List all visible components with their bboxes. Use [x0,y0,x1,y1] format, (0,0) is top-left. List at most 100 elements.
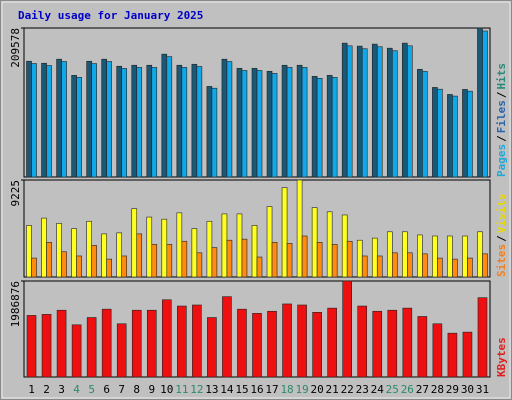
x-tick-label: 27 [416,383,429,396]
x-tick-label: 14 [220,383,234,396]
x-tick-label: 28 [431,383,444,396]
bar [467,90,473,178]
y-tick-label: 1986876 [9,281,22,327]
bar [402,307,413,378]
bar [482,30,488,178]
bar [402,42,408,178]
bar [407,252,413,278]
bar [76,255,82,278]
bar [281,64,288,178]
bar [161,53,168,178]
bar [301,235,308,278]
bar [266,206,273,278]
bar [211,247,218,278]
bar [26,315,37,378]
bar [221,213,228,278]
legend-entry: Visits [495,194,508,234]
bar [192,304,202,378]
bar [331,244,338,278]
bar [251,225,258,278]
bar [146,64,153,178]
bar [76,77,82,178]
bar [407,45,413,178]
bar [136,67,143,178]
bar [86,317,97,378]
bar [346,45,353,178]
bar [236,213,243,278]
bar [282,303,292,378]
bar [196,66,203,178]
bar [301,67,308,178]
bar [31,257,37,278]
bar [151,244,158,278]
x-tick-label: 11 [175,383,188,396]
bar [482,253,488,278]
bar [256,256,263,278]
bar [31,63,37,178]
bar [422,253,428,278]
bar [176,212,183,278]
bar [356,45,363,178]
bar [311,76,318,178]
bar [417,234,423,278]
bar [462,235,468,278]
bar [386,47,393,178]
bar [71,228,77,278]
legend-separator: / [495,91,508,98]
bar [462,89,468,178]
bar [41,217,47,278]
legend-entry: Files [495,100,508,133]
legend-entry: Pages [495,144,508,177]
bar [286,67,293,178]
bar [356,239,363,278]
bar [387,309,398,378]
bar [61,61,67,178]
bar [331,77,338,178]
bar [41,62,47,178]
bar [196,252,203,278]
bar [432,235,438,278]
bar [417,316,428,378]
bar [326,211,333,278]
bar [447,332,458,378]
bar [357,305,368,378]
bar [316,242,323,278]
bar [106,61,112,178]
bar [177,305,187,378]
bar [296,64,303,178]
bar [437,88,443,178]
bar [432,87,438,178]
bar [131,208,138,278]
x-tick-label: 19 [295,383,308,396]
x-tick-label: 5 [88,383,95,396]
bar [256,70,263,178]
x-tick-label: 3 [58,383,65,396]
legend-separator: / [495,235,508,242]
x-tick-label: 21 [326,383,339,396]
bar [371,237,378,278]
bar [61,251,67,278]
x-tick-label: 17 [265,383,278,396]
x-tick-label: 15 [235,383,248,396]
bar [361,48,368,178]
bar [86,60,92,178]
bar [91,245,97,278]
legend: KBytes [495,337,508,377]
bar [161,218,168,278]
bar [101,308,112,378]
bar [191,63,198,178]
bar [116,65,123,178]
x-tick-label: 12 [190,383,203,396]
bar [371,43,378,178]
bar [206,220,213,278]
bar [376,255,383,278]
bar [131,309,142,378]
bar [316,78,323,178]
x-tick-label: 10 [160,383,173,396]
bar [222,296,232,378]
x-tick-label: 22 [341,383,354,396]
bar [391,50,398,178]
bar [452,95,458,178]
bar [176,64,183,178]
bar [131,64,138,178]
